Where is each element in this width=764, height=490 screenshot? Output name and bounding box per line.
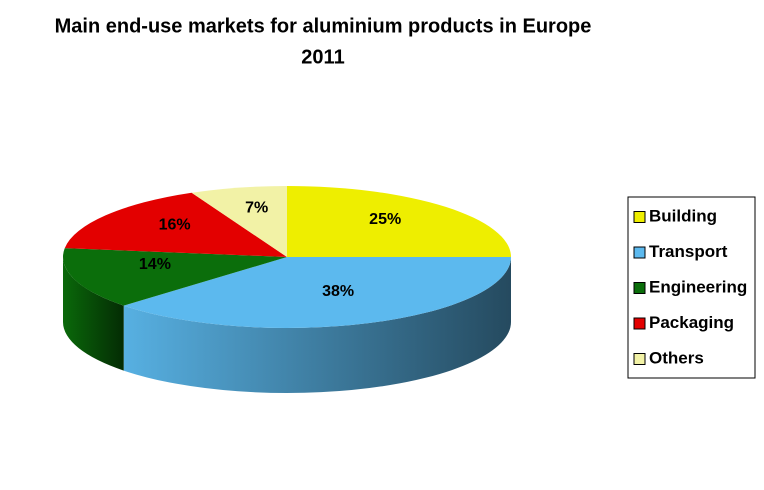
legend-label: Others [649, 348, 704, 367]
data-label: 14% [139, 256, 171, 273]
legend-swatch [633, 282, 646, 294]
slice [287, 186, 511, 257]
legend-label: Building [649, 206, 717, 225]
slice [191, 186, 287, 257]
slice-side [63, 257, 124, 371]
legend-swatch [633, 317, 646, 330]
legend-swatch [633, 246, 646, 259]
data-label: 25% [369, 211, 401, 228]
legend-label: Engineering [649, 277, 747, 296]
data-label: 38% [322, 283, 354, 300]
legend-box [627, 196, 756, 379]
legend-swatch [633, 353, 646, 365]
data-label: 7% [245, 199, 268, 216]
slice [64, 192, 288, 257]
data-label: 16% [159, 216, 191, 233]
chart-title: Main end-use markets for aluminium produ… [55, 15, 592, 37]
slice [62, 248, 287, 306]
slice-side [123, 257, 511, 394]
legend-swatch [633, 211, 646, 223]
legend-label: Packaging [649, 313, 734, 332]
chart-subtitle: 2011 [301, 46, 344, 68]
slice [123, 257, 511, 328]
legend-label: Transport [649, 242, 728, 261]
